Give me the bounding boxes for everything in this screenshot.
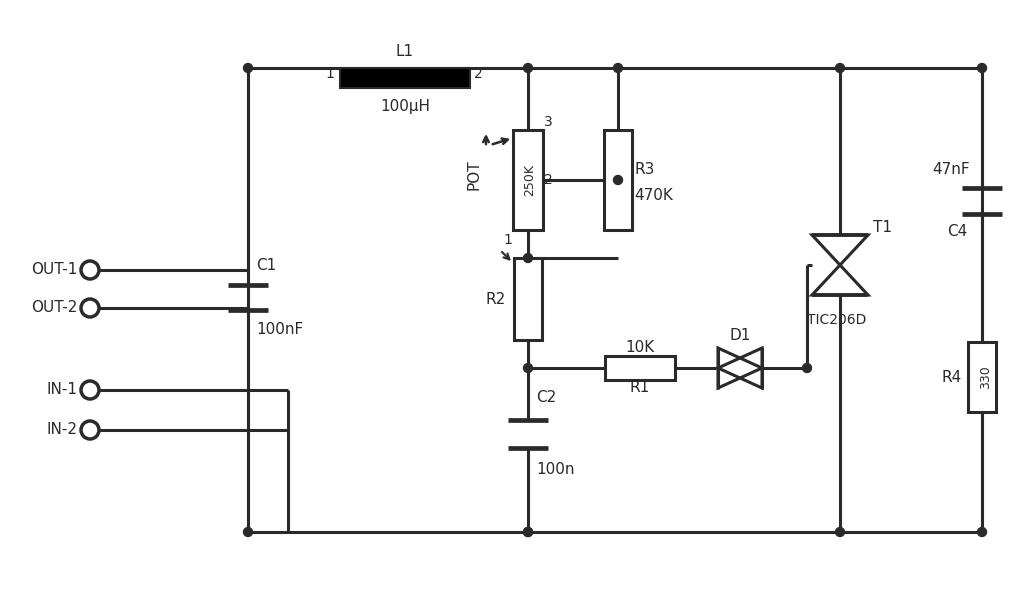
Text: D1: D1 — [729, 329, 751, 343]
Bar — [968, 342, 996, 412]
Text: C4: C4 — [947, 225, 968, 239]
Circle shape — [978, 63, 986, 73]
Circle shape — [613, 63, 623, 73]
Text: POT: POT — [467, 160, 482, 190]
Circle shape — [244, 63, 253, 73]
Text: 1: 1 — [326, 67, 334, 81]
Text: 250K: 250K — [523, 164, 537, 196]
Text: C2: C2 — [536, 391, 556, 405]
Text: 1: 1 — [503, 233, 512, 247]
Bar — [605, 356, 675, 380]
Text: R1: R1 — [630, 381, 650, 395]
Text: T1: T1 — [873, 219, 892, 235]
Circle shape — [523, 254, 532, 262]
Text: OUT-1: OUT-1 — [32, 262, 78, 278]
Circle shape — [978, 528, 986, 537]
Text: IN-2: IN-2 — [47, 423, 78, 437]
Bar — [514, 258, 542, 340]
Circle shape — [836, 63, 845, 73]
Circle shape — [523, 528, 532, 537]
Text: 330: 330 — [980, 365, 992, 389]
Text: 10K: 10K — [626, 340, 654, 356]
Bar — [513, 130, 543, 230]
Circle shape — [523, 528, 532, 537]
Text: 2: 2 — [474, 67, 482, 81]
Text: 470K: 470K — [634, 187, 673, 203]
Text: IN-1: IN-1 — [47, 382, 78, 398]
Circle shape — [613, 176, 623, 184]
Circle shape — [836, 528, 845, 537]
Bar — [604, 130, 632, 230]
Text: 2: 2 — [544, 173, 553, 187]
Text: TIC206D: TIC206D — [807, 313, 866, 327]
Circle shape — [803, 363, 811, 372]
Bar — [340, 68, 470, 88]
Text: 100n: 100n — [536, 463, 574, 478]
Text: 100nF: 100nF — [256, 323, 303, 337]
Circle shape — [244, 528, 253, 537]
Text: R4: R4 — [942, 369, 962, 385]
Text: L1: L1 — [396, 44, 414, 60]
Text: R2: R2 — [485, 291, 506, 307]
Text: 3: 3 — [544, 115, 553, 129]
Text: R3: R3 — [634, 163, 654, 177]
Circle shape — [523, 63, 532, 73]
Circle shape — [523, 363, 532, 372]
Text: OUT-2: OUT-2 — [32, 300, 78, 316]
Text: 47nF: 47nF — [932, 163, 970, 177]
Text: C1: C1 — [256, 258, 276, 272]
Text: 100μH: 100μH — [380, 99, 430, 113]
